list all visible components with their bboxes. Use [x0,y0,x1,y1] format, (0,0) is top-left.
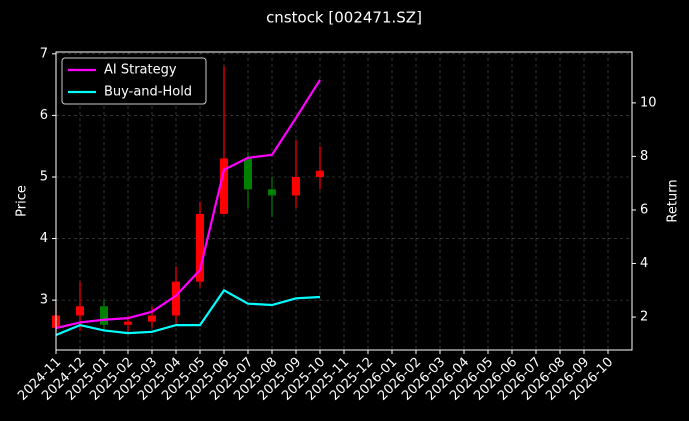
y-tick-label: 3 [40,293,48,308]
candle-body [100,306,108,325]
candle-body [172,281,180,316]
line-series [55,288,321,337]
candle-body [316,170,324,177]
legend-label: AI Strategy [104,63,177,78]
y-tick-label: 7 [40,46,48,61]
legend-label: Buy-and-Hold [104,85,192,100]
y-tick-label: 6 [40,108,48,123]
y-tick-label: 5 [40,169,48,184]
candle-body [220,158,228,214]
y-axis-label: Price [15,185,30,217]
y2-tick-label: 2 [640,310,648,325]
y2-tick-label: 10 [640,95,657,110]
line-series [55,79,321,330]
candle-body [292,176,300,196]
plot-frame [55,51,633,351]
candle-body [148,315,156,322]
legend: AI Strategy Buy-and-Hold [61,57,207,105]
y2-tick-label: 6 [640,202,648,217]
y-tick-label: 4 [40,231,48,246]
candle-body [124,321,132,325]
candle-body [244,158,252,190]
candle-body [196,213,204,282]
legend-box [61,57,207,105]
y2-tick-label: 8 [640,149,648,164]
y2-axis-label: Return [666,179,681,222]
y2-tick-label: 4 [640,256,648,271]
candle-body [76,306,84,316]
candle-body [268,189,276,196]
chart-title: cnstock [002471.SZ] [266,9,422,27]
